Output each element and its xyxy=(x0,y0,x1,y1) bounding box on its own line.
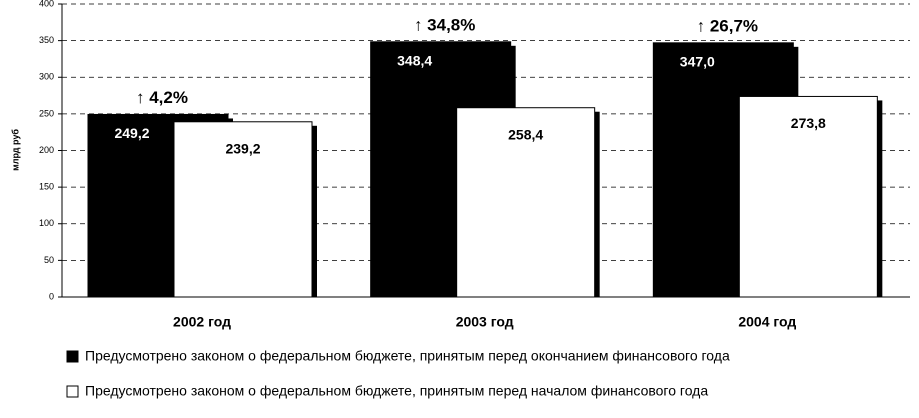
x-tick-label: 2004 год xyxy=(738,314,796,330)
y-tick-label: 400 xyxy=(39,0,54,8)
bar xyxy=(173,121,313,298)
x-tick-label: 2002 год xyxy=(173,314,231,330)
y-tick-label: 100 xyxy=(39,218,54,228)
y-tick-label: 0 xyxy=(49,291,54,301)
legend-label: Предусмотрено законом о федеральном бюдж… xyxy=(85,348,730,364)
bar xyxy=(738,95,878,298)
value-label: 273,8 xyxy=(791,115,826,131)
value-label: 347,0 xyxy=(680,54,715,70)
value-label: 249,2 xyxy=(114,125,149,141)
x-tick-label: 2003 год xyxy=(456,314,514,330)
y-tick-label: 150 xyxy=(39,182,54,192)
annotation: ↑ 26,7% xyxy=(697,16,758,35)
legend-marker xyxy=(66,385,79,398)
value-label: 239,2 xyxy=(225,140,260,156)
y-tick-label: 350 xyxy=(39,35,54,45)
y-tick-label: 200 xyxy=(39,145,54,155)
legend-label: Предусмотрено законом о федеральном бюдж… xyxy=(85,383,708,399)
value-label: 258,4 xyxy=(508,126,543,142)
y-axis-label: млрд руб xyxy=(10,129,20,171)
annotation: ↑ 4,2% xyxy=(136,88,188,107)
legend-marker xyxy=(66,350,79,363)
y-tick-label: 300 xyxy=(39,72,54,82)
bar xyxy=(456,107,596,298)
annotation: ↑ 34,8% xyxy=(414,15,475,34)
y-tick-label: 50 xyxy=(44,255,54,265)
y-tick-label: 250 xyxy=(39,108,54,118)
value-label: 348,4 xyxy=(397,53,432,69)
